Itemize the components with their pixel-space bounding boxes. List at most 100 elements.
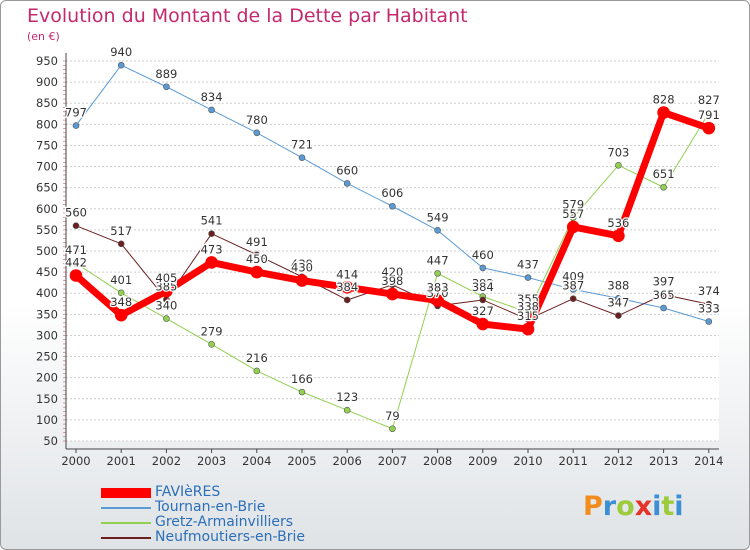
data-point xyxy=(657,106,670,119)
data-point xyxy=(434,270,441,277)
data-label: 398 xyxy=(381,274,403,288)
y-tick-label: 550 xyxy=(36,223,58,237)
data-point xyxy=(340,281,354,294)
data-label: 315 xyxy=(517,309,539,323)
y-tick-label: 750 xyxy=(36,138,58,152)
data-point xyxy=(253,367,261,375)
data-label: 517 xyxy=(110,224,132,238)
data-label: 383 xyxy=(427,280,449,294)
data-point xyxy=(208,230,215,237)
data-label: 827 xyxy=(698,93,720,107)
data-label: 370 xyxy=(427,286,449,300)
y-tick-label: 50 xyxy=(43,434,58,448)
y-tick-label: 450 xyxy=(36,265,58,279)
legend-label: FAVIèRES xyxy=(155,484,221,500)
data-label: 703 xyxy=(607,145,629,159)
data-point xyxy=(163,315,170,322)
x-tick-label: 2005 xyxy=(287,454,316,468)
data-label: 348 xyxy=(110,295,132,309)
logo-letter: P xyxy=(583,491,603,522)
data-label: 536 xyxy=(607,216,629,230)
data-label: 560 xyxy=(65,206,87,220)
legend-label: Neufmoutiers-en-Brie xyxy=(155,529,305,545)
y-tick-label: 700 xyxy=(36,160,58,174)
x-tick-label: 2000 xyxy=(61,454,90,468)
data-label: 606 xyxy=(381,186,403,200)
data-point xyxy=(250,265,264,279)
data-label: 340 xyxy=(155,299,177,313)
data-label: 437 xyxy=(517,258,539,272)
legend-label: Gretz-Armainvilliers xyxy=(155,514,294,530)
x-tick-label: 2006 xyxy=(333,454,362,468)
y-tick-label: 100 xyxy=(36,413,58,427)
data-label: 384 xyxy=(336,280,358,294)
data-label: 780 xyxy=(246,113,268,127)
data-label: 397 xyxy=(653,274,675,288)
data-point xyxy=(117,240,125,248)
y-tick-label: 900 xyxy=(36,75,58,89)
x-tick-label: 2002 xyxy=(152,454,181,468)
x-tick-label: 2012 xyxy=(604,454,633,468)
data-point xyxy=(386,287,399,301)
y-tick-label: 650 xyxy=(36,181,58,195)
logo-letter: t xyxy=(661,491,675,522)
x-tick-label: 2003 xyxy=(197,454,226,468)
plot-area xyxy=(66,53,719,441)
x-tick-label: 2001 xyxy=(107,454,136,468)
data-label: 834 xyxy=(201,90,223,104)
data-label: 491 xyxy=(246,235,268,249)
data-point xyxy=(615,312,622,319)
data-label: 401 xyxy=(110,273,132,287)
data-point xyxy=(253,129,261,137)
data-label: 447 xyxy=(427,253,449,267)
legend-swatch xyxy=(101,537,151,539)
data-point xyxy=(705,109,713,117)
data-label: 166 xyxy=(291,372,313,386)
data-label: 216 xyxy=(246,351,268,365)
y-tick-label: 250 xyxy=(36,350,58,364)
data-point xyxy=(524,308,532,316)
data-point xyxy=(72,122,80,129)
data-label: 392 xyxy=(472,277,494,291)
data-label: 549 xyxy=(427,210,449,224)
data-point xyxy=(72,259,80,267)
data-label: 430 xyxy=(291,261,313,275)
logo-letter: o xyxy=(616,491,635,522)
data-label: 579 xyxy=(562,198,584,212)
data-point xyxy=(69,269,83,282)
data-label: 374 xyxy=(698,284,720,298)
data-label: 347 xyxy=(607,296,629,310)
y-tick-label: 800 xyxy=(36,117,58,131)
data-point xyxy=(476,317,490,331)
data-point xyxy=(479,296,487,304)
data-label: 541 xyxy=(201,214,223,228)
data-point xyxy=(163,83,170,91)
legend-swatch xyxy=(101,488,151,498)
data-point xyxy=(253,251,261,259)
data-point xyxy=(343,180,351,187)
data-point xyxy=(431,294,444,307)
y-tick-label: 950 xyxy=(36,54,58,68)
data-label: 651 xyxy=(653,167,675,181)
data-point xyxy=(389,202,396,210)
data-point xyxy=(72,222,80,229)
x-tick-label: 2008 xyxy=(423,454,452,468)
data-label: 791 xyxy=(698,108,720,122)
data-label: 660 xyxy=(336,163,358,177)
logo-letter: i xyxy=(652,491,662,522)
data-label: 123 xyxy=(336,390,358,404)
chart-title: Evolution du Montant de la Dette par Hab… xyxy=(27,5,468,27)
data-point xyxy=(343,406,351,414)
data-label: 471 xyxy=(65,243,87,257)
data-point xyxy=(524,274,532,281)
data-label: 388 xyxy=(607,278,629,292)
data-point xyxy=(615,294,622,302)
y-tick-label: 150 xyxy=(36,392,58,406)
data-label: 338 xyxy=(517,299,539,313)
y-tick-label: 400 xyxy=(36,286,58,300)
proxiti-logo: Proxiti xyxy=(583,491,684,522)
x-tick-label: 2007 xyxy=(378,454,407,468)
y-tick-label: 300 xyxy=(36,328,58,342)
